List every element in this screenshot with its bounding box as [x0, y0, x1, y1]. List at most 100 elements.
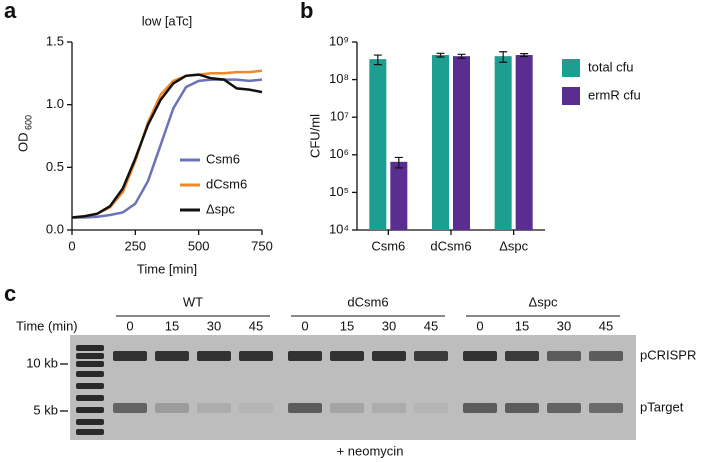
- error-bar: [520, 53, 529, 58]
- gel-band: [414, 403, 448, 413]
- gel-band: [505, 351, 539, 361]
- y-axis-label-subscript: 600: [23, 115, 33, 130]
- lane-label: 15: [515, 318, 529, 333]
- line-series: [71, 73, 263, 219]
- gel-band: [547, 351, 581, 361]
- gel-band: [288, 351, 322, 361]
- ladder-band: [76, 353, 104, 359]
- line-series: [72, 78, 263, 219]
- chart-title: low [aTc]: [142, 13, 193, 28]
- gel-band: [372, 351, 406, 361]
- error-bar: [394, 156, 403, 169]
- y-axis-label: CFU/ml: [307, 114, 322, 158]
- legend-label: Δspc: [206, 201, 235, 216]
- y-tick-label: 10⁵: [329, 184, 349, 199]
- gel-band: [372, 403, 406, 413]
- bar: [369, 59, 387, 231]
- y-tick-label: 10⁷: [330, 109, 349, 124]
- lane-label: 30: [382, 318, 396, 333]
- gel-band: [197, 403, 231, 413]
- ladder-band: [76, 361, 104, 367]
- x-tick-label: Δspc: [499, 238, 528, 253]
- y-tick-label: 10⁸: [329, 71, 349, 86]
- time-label: Time (min): [16, 318, 78, 333]
- x-tick-label: Csm6: [371, 238, 405, 253]
- panel-label: a: [4, 0, 17, 23]
- bar: [453, 56, 470, 230]
- group-label: dCsm6: [347, 294, 388, 309]
- error-bar: [457, 53, 466, 59]
- error-bar: [436, 52, 445, 58]
- lane-label: 0: [301, 318, 308, 333]
- treatment-label: + neomycin: [337, 443, 404, 458]
- y-tick-label: 0.0: [46, 221, 64, 236]
- bar: [390, 161, 408, 230]
- ladder-band: [76, 419, 104, 425]
- bar: [515, 55, 533, 230]
- ladder-band: [76, 371, 104, 377]
- gel-band: [330, 351, 364, 361]
- x-tick-label: 500: [188, 238, 210, 253]
- legend-label: total cfu: [588, 59, 634, 74]
- gel-band: [463, 403, 497, 413]
- gel-band: [239, 351, 273, 361]
- gel-band: [288, 403, 322, 413]
- legend-label: Csm6: [206, 151, 240, 166]
- lane-label: 0: [126, 318, 133, 333]
- lane-label: 45: [599, 318, 613, 333]
- legend-swatch: [562, 59, 580, 77]
- lane-label: 0: [476, 318, 483, 333]
- gel-band: [239, 403, 273, 413]
- panel-label: b: [300, 0, 313, 23]
- x-tick-label: 0: [68, 238, 75, 253]
- gel-band: [113, 403, 147, 413]
- x-tick-label: dCsm6: [430, 238, 471, 253]
- y-tick-label: 1.0: [46, 96, 64, 111]
- gel-band: [113, 351, 147, 361]
- band-label: pTarget: [640, 399, 684, 414]
- ladder-band: [76, 429, 104, 435]
- lane-label: 45: [249, 318, 263, 333]
- legend-swatch: [562, 87, 580, 105]
- y-tick-label: 10⁴: [329, 221, 349, 236]
- y-axis-label: OD: [15, 133, 30, 153]
- lane-label: 30: [557, 318, 571, 333]
- ladder-band: [76, 407, 104, 413]
- lane-label: 45: [424, 318, 438, 333]
- y-tick-label: 1.5: [46, 33, 64, 48]
- gel-band: [330, 403, 364, 413]
- gel-band: [589, 403, 623, 413]
- y-tick-label: 10⁶: [329, 146, 349, 161]
- bar: [494, 56, 512, 230]
- gel-band: [155, 351, 189, 361]
- gel-band: [547, 403, 581, 413]
- ladder-band: [76, 395, 104, 401]
- x-axis-label: Time [min]: [137, 261, 197, 276]
- bar: [432, 55, 449, 230]
- y-tick-label: 10⁹: [329, 33, 349, 48]
- marker-label: 10 kb: [26, 355, 58, 370]
- ladder-band: [76, 345, 104, 351]
- panel-label: c: [4, 281, 16, 306]
- gel-band: [589, 351, 623, 361]
- error-bar: [373, 54, 382, 66]
- marker-label: 5 kb: [33, 402, 58, 417]
- lane-label: 15: [165, 318, 179, 333]
- x-tick-label: 250: [124, 238, 146, 253]
- y-tick-label: 0.5: [46, 159, 64, 174]
- lane-label: 15: [340, 318, 354, 333]
- x-tick-label: 750: [251, 238, 273, 253]
- legend-label: dCsm6: [206, 176, 247, 191]
- gel-band: [463, 351, 497, 361]
- band-label: pCRISPR: [640, 347, 696, 362]
- lane-label: 30: [207, 318, 221, 333]
- gel-band: [414, 351, 448, 361]
- ladder-band: [76, 383, 104, 389]
- error-bar: [499, 51, 508, 63]
- gel: [70, 335, 636, 440]
- gel-band: [155, 403, 189, 413]
- gel-band: [505, 403, 539, 413]
- legend-label: ermR cfu: [588, 87, 641, 102]
- group-label: Δspc: [529, 294, 558, 309]
